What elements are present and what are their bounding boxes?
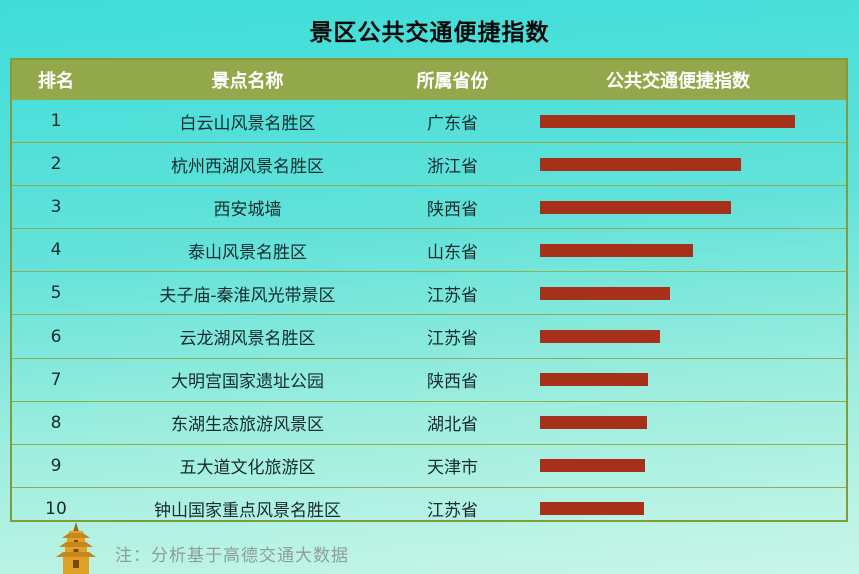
table-row: 10 钟山国家重点风景名胜区 江苏省	[12, 486, 846, 530]
table-row: 3 西安城墙 陕西省	[12, 185, 846, 228]
index-bar	[540, 114, 795, 128]
name-cell: 白云山风景名胜区	[179, 113, 316, 134]
province-cell: 江苏省	[427, 285, 478, 306]
index-bar	[540, 200, 731, 214]
header-index: 公共交通便捷指数	[606, 70, 750, 92]
province-cell: 广东省	[427, 113, 478, 134]
table-row: 4 泰山风景名胜区 山东省	[12, 228, 846, 271]
index-bar	[540, 416, 647, 430]
index-bar-cell	[510, 330, 846, 344]
index-bar	[540, 286, 670, 300]
index-bar	[540, 330, 660, 344]
rank-cell: 5	[50, 283, 62, 304]
rank-cell: 1	[50, 111, 62, 132]
name-cell: 五大道文化旅游区	[179, 458, 316, 479]
index-bar-cell	[510, 286, 846, 300]
province-cell: 江苏省	[427, 329, 478, 350]
province-cell: 陕西省	[427, 372, 478, 393]
index-bar-cell	[510, 459, 846, 473]
rank-cell: 6	[50, 326, 62, 347]
table-row: 2 杭州西湖风景名胜区 浙江省	[12, 142, 846, 185]
province-cell: 江苏省	[427, 501, 478, 522]
rank-cell: 9	[50, 455, 62, 476]
table-row: 8 东湖生态旅游风景区 湖北省	[12, 400, 846, 444]
ranking-table: 排名 景点名称 所属省份 公共交通便捷指数 1 白云山风景名胜区 广东省 2 杭…	[10, 58, 848, 522]
index-bar-cell	[510, 373, 846, 387]
name-cell: 杭州西湖风景名胜区	[171, 156, 324, 177]
index-bar-cell	[510, 114, 846, 128]
province-cell: 陕西省	[427, 199, 478, 220]
rank-cell: 2	[50, 154, 62, 175]
name-cell: 东湖生态旅游风景区	[171, 415, 324, 436]
province-cell: 浙江省	[427, 156, 478, 177]
name-cell: 泰山风景名胜区	[188, 242, 307, 263]
province-cell: 天津市	[427, 458, 478, 479]
rank-cell: 7	[50, 369, 62, 390]
name-cell: 西安城墙	[213, 199, 282, 220]
index-bar-cell	[510, 243, 846, 257]
rank-cell: 10	[45, 498, 67, 519]
header-name: 景点名称	[211, 70, 284, 92]
pagoda-icon	[56, 522, 96, 574]
index-bar	[540, 373, 648, 387]
page-title: 景区公共交通便捷指数	[309, 20, 550, 46]
header-province: 所属省份	[416, 70, 489, 92]
rank-cell: 8	[50, 412, 62, 433]
table-row: 6 云龙湖风景名胜区 江苏省	[12, 314, 846, 357]
rank-cell: 4	[50, 240, 62, 261]
index-bar-cell	[510, 502, 846, 516]
table-row: 9 五大道文化旅游区 天津市	[12, 443, 846, 487]
table-row: 5 夫子庙-秦淮风光带景区 江苏省	[12, 271, 846, 314]
name-cell: 钟山国家重点风景名胜区	[154, 501, 341, 522]
name-cell: 夫子庙-秦淮风光带景区	[159, 285, 336, 306]
index-bar	[540, 459, 645, 473]
table-body: 1 白云山风景名胜区 广东省 2 杭州西湖风景名胜区 浙江省 3 西安城墙 陕西…	[12, 99, 846, 530]
index-bar	[540, 502, 644, 516]
province-cell: 山东省	[427, 242, 478, 263]
index-bar-cell	[510, 157, 846, 171]
rank-cell: 3	[50, 197, 62, 218]
footnote: 注：分析基于高德交通大数据	[115, 546, 349, 566]
table-header-row: 排名 景点名称 所属省份 公共交通便捷指数	[12, 60, 846, 99]
province-cell: 湖北省	[427, 415, 478, 436]
name-cell: 云龙湖风景名胜区	[179, 329, 316, 350]
index-bar	[540, 157, 741, 171]
name-cell: 大明宫国家遗址公园	[171, 372, 324, 393]
table-row: 1 白云山风景名胜区 广东省	[12, 99, 846, 142]
header-rank: 排名	[38, 70, 74, 92]
index-bar	[540, 243, 693, 257]
index-bar-cell	[510, 200, 846, 214]
index-bar-cell	[510, 416, 846, 430]
table-row: 7 大明宫国家遗址公园 陕西省	[12, 357, 846, 401]
